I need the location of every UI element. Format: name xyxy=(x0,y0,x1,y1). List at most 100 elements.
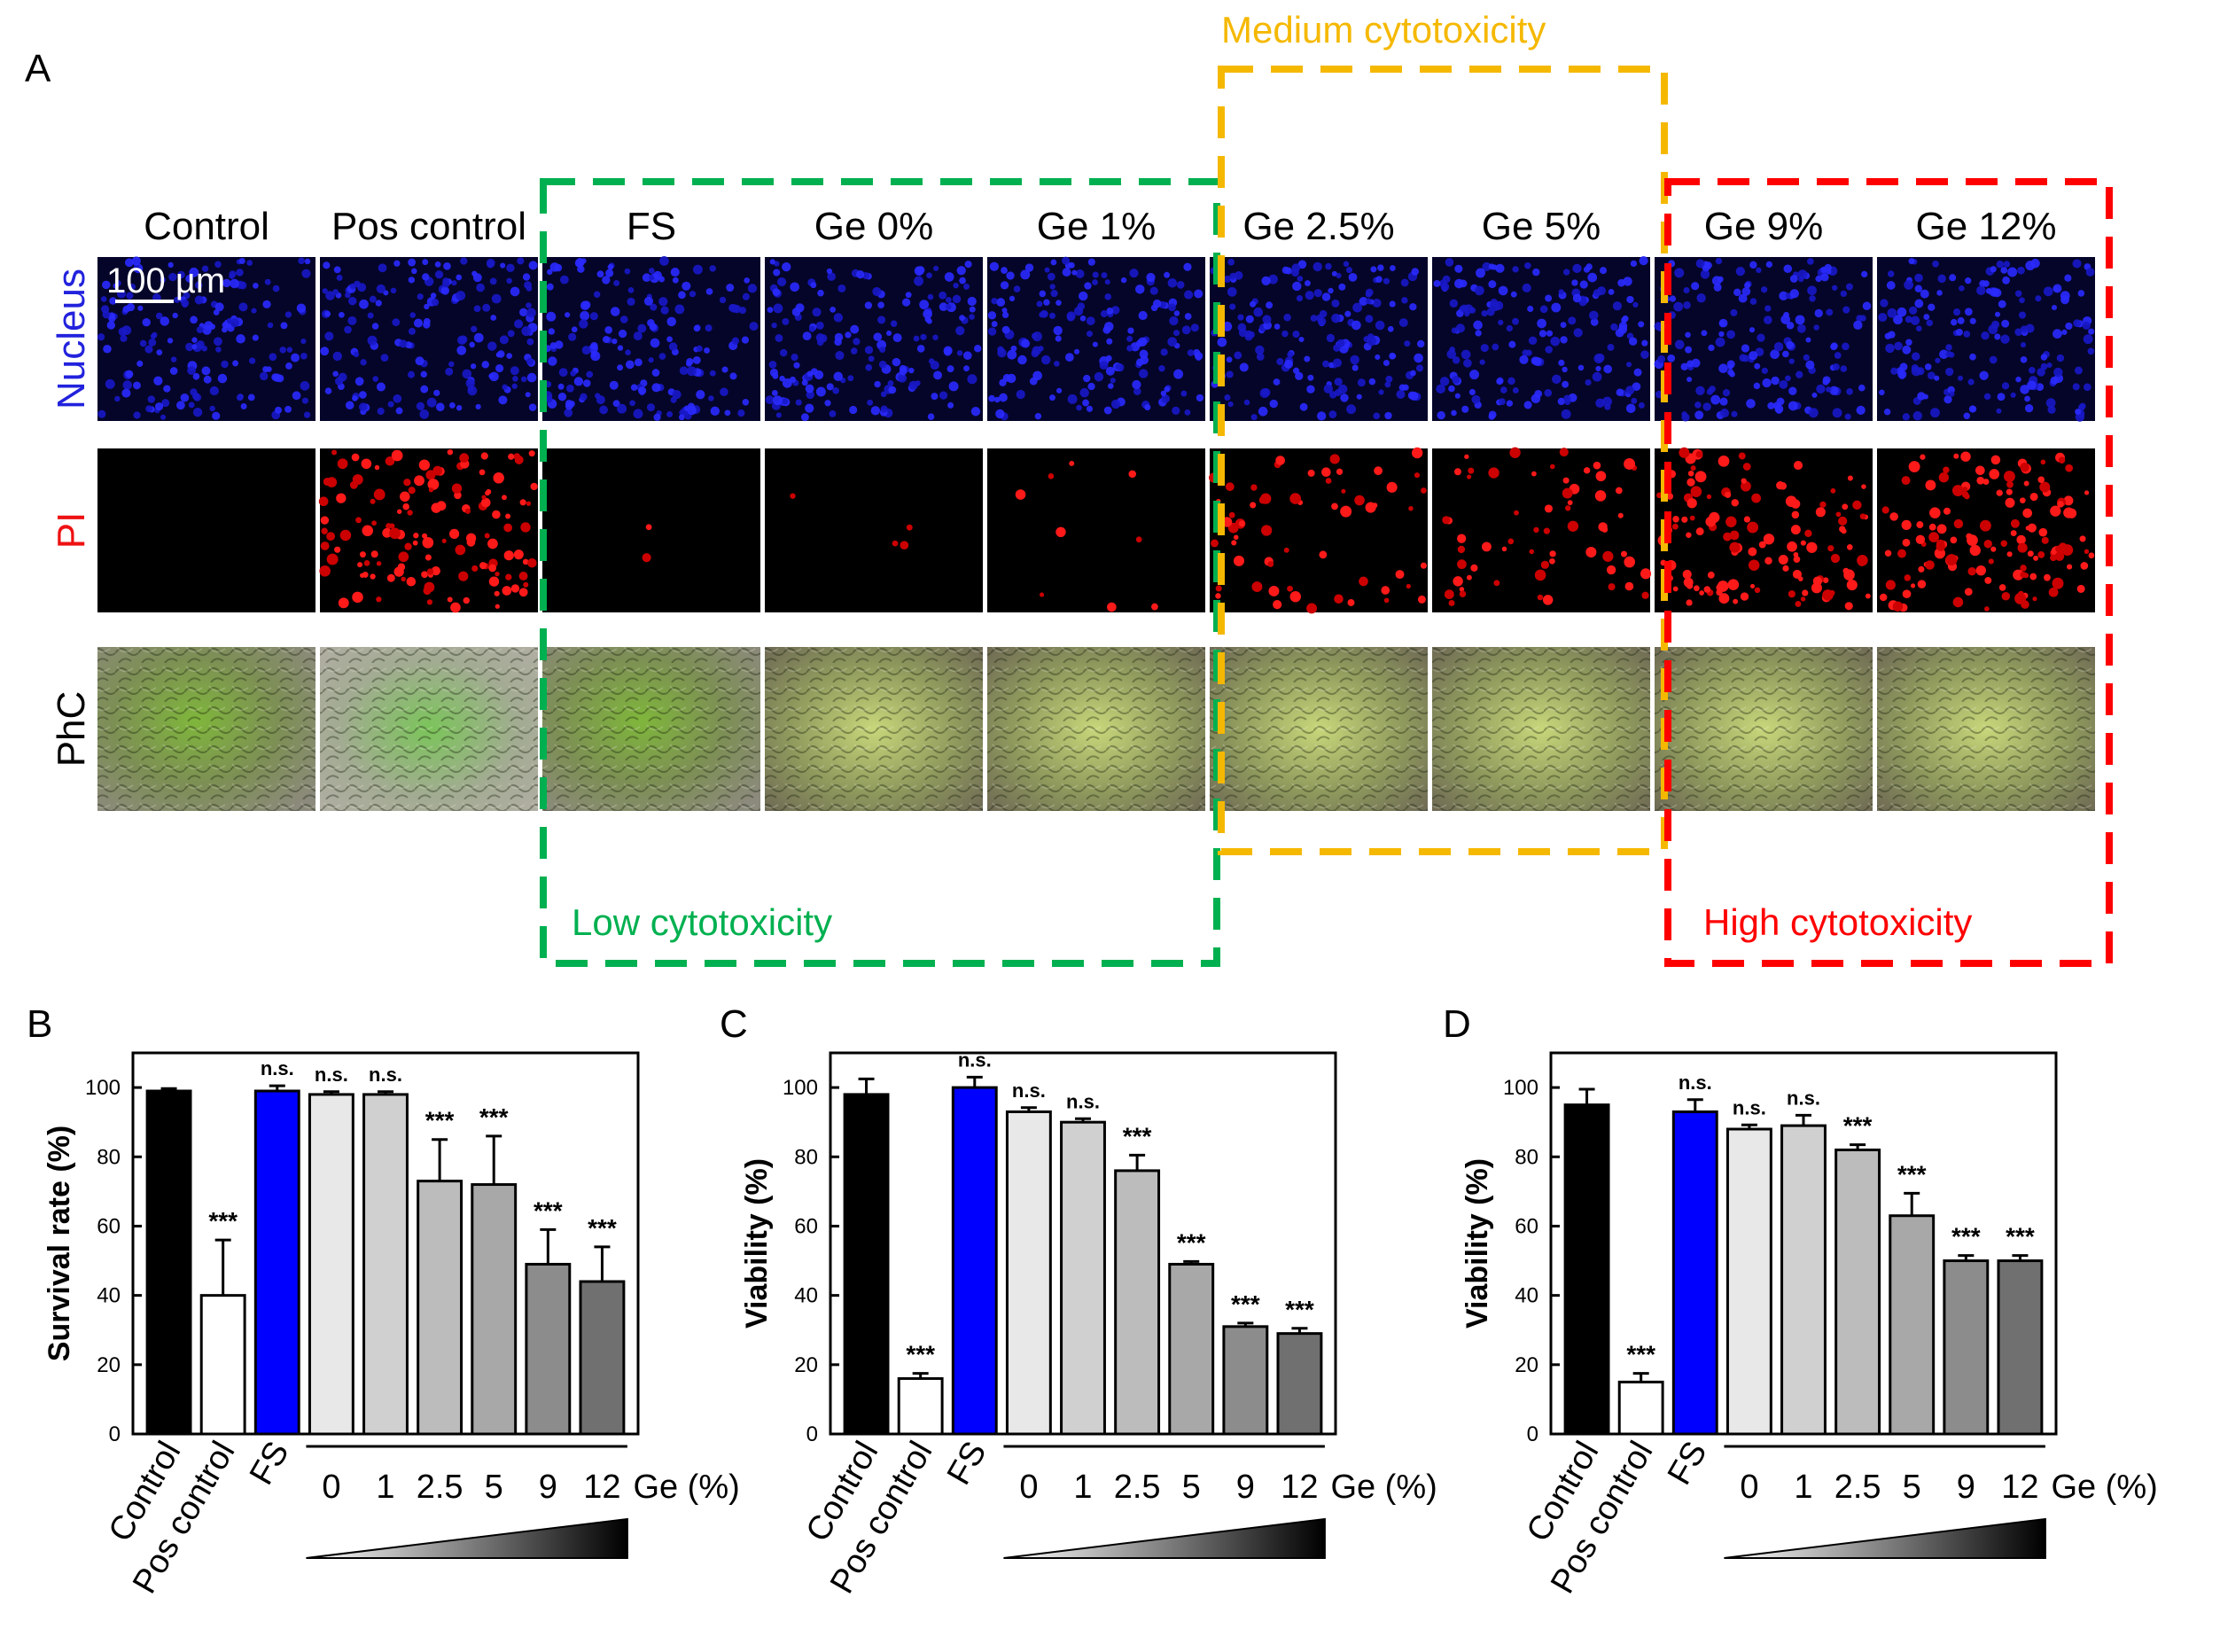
bar xyxy=(199,1294,246,1436)
phc-texture xyxy=(320,647,538,811)
y-tick-label: 60 xyxy=(1515,1214,1538,1238)
phc-texture xyxy=(1655,647,1873,811)
significance-label: n.s. xyxy=(315,1064,348,1086)
bar xyxy=(1889,1214,1936,1436)
nucleus-dots xyxy=(320,257,538,419)
bar xyxy=(1997,1259,2044,1436)
nucleus-dots xyxy=(1210,258,1425,421)
phc-texture xyxy=(765,647,983,811)
nucleus-dots xyxy=(1654,257,1872,422)
bar xyxy=(1617,1380,1664,1436)
nucleus-tile xyxy=(765,257,983,421)
bar xyxy=(1114,1169,1161,1436)
y-axis-label: Viability (%) xyxy=(1461,1158,1494,1329)
column-header: Ge 12% xyxy=(1916,205,2057,248)
ge-tick-label: 2.5 xyxy=(1834,1469,1881,1506)
significance-label: *** xyxy=(906,1341,935,1368)
column-header: Control xyxy=(144,205,269,248)
bar xyxy=(1276,1332,1323,1436)
panel-letter: D xyxy=(1443,1002,1471,1046)
significance-label: *** xyxy=(425,1107,455,1134)
pi-tile xyxy=(987,448,1205,612)
bar xyxy=(417,1180,463,1436)
nucleus-dots xyxy=(97,256,311,420)
ge-tick-label: 12 xyxy=(1281,1469,1318,1506)
bar xyxy=(1222,1325,1269,1436)
column-header: Ge 2.5% xyxy=(1242,205,1394,248)
high-cytotoxicity-label: High cytotoxicity xyxy=(1703,901,1972,943)
ge-axis-label: Ge (%) xyxy=(2051,1469,2157,1506)
phc-texture xyxy=(1432,647,1650,811)
panel-letter: B xyxy=(27,1002,52,1046)
significance-label: *** xyxy=(1285,1296,1314,1323)
bar xyxy=(1834,1148,1881,1436)
y-tick-label: 40 xyxy=(794,1284,818,1308)
pi-dots xyxy=(642,524,652,563)
y-tick-label: 60 xyxy=(794,1214,818,1238)
phc-texture xyxy=(1210,647,1428,811)
pi-dots xyxy=(318,448,538,613)
nucleus-dots xyxy=(542,256,759,421)
micrograph-tiles xyxy=(97,256,2095,811)
pi-dots xyxy=(1015,460,1158,612)
low-cytotoxicity-box xyxy=(540,178,1220,967)
column-header: Ge 0% xyxy=(814,205,934,248)
ge-tick-label: 0 xyxy=(1740,1469,1758,1506)
significance-label: n.s. xyxy=(1012,1079,1046,1102)
pi-tile xyxy=(1432,448,1650,612)
y-tick-label: 80 xyxy=(97,1145,121,1169)
significance-label: n.s. xyxy=(958,1048,992,1071)
significance-label: *** xyxy=(1231,1290,1260,1318)
ge-tick-label: 5 xyxy=(1903,1469,1921,1506)
y-tick-label: 60 xyxy=(97,1214,121,1238)
low-cytotoxicity-label: Low cytotoxicity xyxy=(572,901,832,943)
medium-cytotoxicity-label: Medium cytotoxicity xyxy=(1221,9,1546,51)
y-tick-label: 0 xyxy=(806,1422,818,1446)
scale-bar: 100 µm xyxy=(106,261,225,303)
y-tick-label: 100 xyxy=(783,1076,818,1100)
significance-label: *** xyxy=(1897,1160,1927,1188)
pi-tile xyxy=(542,448,760,612)
ge-tick-label: 2.5 xyxy=(417,1469,463,1506)
concentration-ramp xyxy=(306,1517,628,1559)
ge-tick-label: 12 xyxy=(2001,1469,2038,1506)
row-labels: Nucleus PI PhC xyxy=(50,269,93,767)
significance-label: *** xyxy=(1626,1341,1655,1368)
bar xyxy=(1671,1110,1718,1436)
bar xyxy=(525,1262,572,1436)
column-header: FS xyxy=(627,205,676,248)
pi-dots xyxy=(1209,447,1427,614)
ge-tick-label: 1 xyxy=(1073,1469,1092,1506)
phc-texture xyxy=(542,647,760,811)
bar xyxy=(1060,1120,1106,1436)
column-header: Ge 1% xyxy=(1037,205,1157,248)
y-tick-label: 40 xyxy=(1515,1284,1538,1308)
significance-label: *** xyxy=(1843,1112,1873,1140)
significance-label: *** xyxy=(1951,1223,1981,1251)
significance-label: n.s. xyxy=(1066,1090,1100,1112)
pi-tile xyxy=(1210,448,1428,612)
nucleus-dots xyxy=(987,256,1204,421)
bar xyxy=(1563,1103,1610,1436)
ge-tick-label: 9 xyxy=(1236,1469,1255,1506)
y-tick-label: 80 xyxy=(1515,1145,1538,1169)
bar xyxy=(471,1183,518,1436)
pi-dots xyxy=(1879,451,2095,612)
y-tick-label: 20 xyxy=(794,1353,818,1377)
y-tick-label: 100 xyxy=(85,1076,121,1100)
bar xyxy=(253,1089,300,1436)
bar xyxy=(1725,1127,1772,1436)
ge-tick-label: 5 xyxy=(1182,1469,1201,1506)
nucleus-dots xyxy=(765,259,982,422)
y-tick-label: 0 xyxy=(109,1422,121,1446)
significance-label: *** xyxy=(1123,1122,1152,1149)
phc-texture xyxy=(1877,647,2095,811)
ge-tick-label: 5 xyxy=(485,1469,503,1506)
column-headers: Control Pos control FS Ge 0% Ge 1% Ge 2.5% Ge … xyxy=(144,205,2056,248)
category-label: FS xyxy=(1661,1436,1715,1492)
ge-tick-label: 2.5 xyxy=(1114,1469,1161,1506)
pi-tile xyxy=(97,448,315,612)
pi-dots xyxy=(790,493,913,550)
significance-label: *** xyxy=(208,1207,238,1235)
